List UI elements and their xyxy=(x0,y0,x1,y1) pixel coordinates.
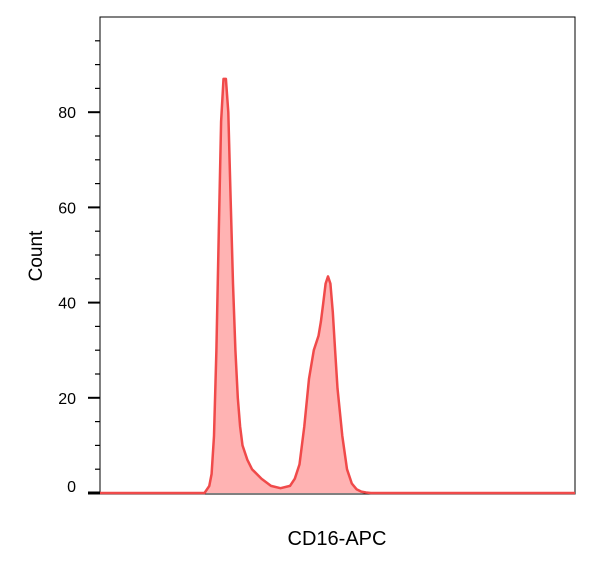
y-tick-label: 60 xyxy=(58,200,76,217)
histogram-line xyxy=(100,77,575,495)
y-tick-label: 20 xyxy=(58,391,76,408)
y-tick-label: 40 xyxy=(58,296,76,313)
y-tick-label: 0 xyxy=(67,479,76,496)
y-tick-label: 80 xyxy=(58,105,76,122)
y-axis-label: Count xyxy=(26,230,47,281)
histogram-area xyxy=(100,78,575,494)
y-axis-tick-labels: 0 20 40 60 80 xyxy=(58,105,76,496)
x-axis-label: CD16-APC xyxy=(288,528,387,550)
y-axis-ticks xyxy=(88,40,100,495)
